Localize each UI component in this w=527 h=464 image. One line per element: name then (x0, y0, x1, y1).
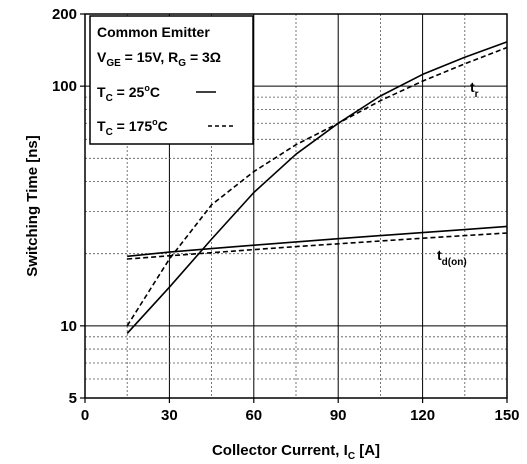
x-tick-label: 30 (161, 407, 178, 424)
x-tick-label: 150 (494, 407, 519, 424)
x-tick-label: 120 (410, 407, 435, 424)
series-line-tr-25C (126, 41, 508, 334)
legend-line-conditions: VGE = 15V, RG = 3Ω (97, 49, 221, 69)
plot-frame (84, 13, 508, 399)
curve-label-tr: tr (470, 79, 479, 100)
x-tick-label: 0 (81, 407, 89, 424)
y-tick-label: 100 (52, 78, 77, 95)
series-line-tdon-175C (127, 232, 508, 260)
x-tick-label: 90 (330, 407, 347, 424)
y-tick-label: 10 (60, 318, 77, 335)
x-tick-label: 60 (245, 407, 262, 424)
series-line-tr-175C (126, 46, 508, 327)
series-line-tdon-25C (127, 225, 508, 258)
legend-line-25c: TC = 25oC (97, 83, 160, 104)
legend-line-common-emitter: Common Emitter (97, 24, 210, 40)
legend-line-175c: TC = 175oC (97, 117, 168, 138)
y-tick-label: 5 (69, 390, 77, 407)
curve-label-tdon: td(on) (437, 247, 467, 268)
legend: Common Emitter VGE = 15V, RG = 3Ω TC = 2… (89, 15, 254, 145)
x-axis-title: Collector Current, IC [A] (212, 442, 380, 462)
y-tick-label: 200 (52, 6, 77, 23)
y-axis-title: Switching Time [ns] (24, 135, 41, 276)
legend-box (89, 15, 254, 145)
series-lines (126, 41, 508, 334)
axis-ticks: 0 30 60 90 120 150 5 10 100 200 (52, 6, 520, 424)
